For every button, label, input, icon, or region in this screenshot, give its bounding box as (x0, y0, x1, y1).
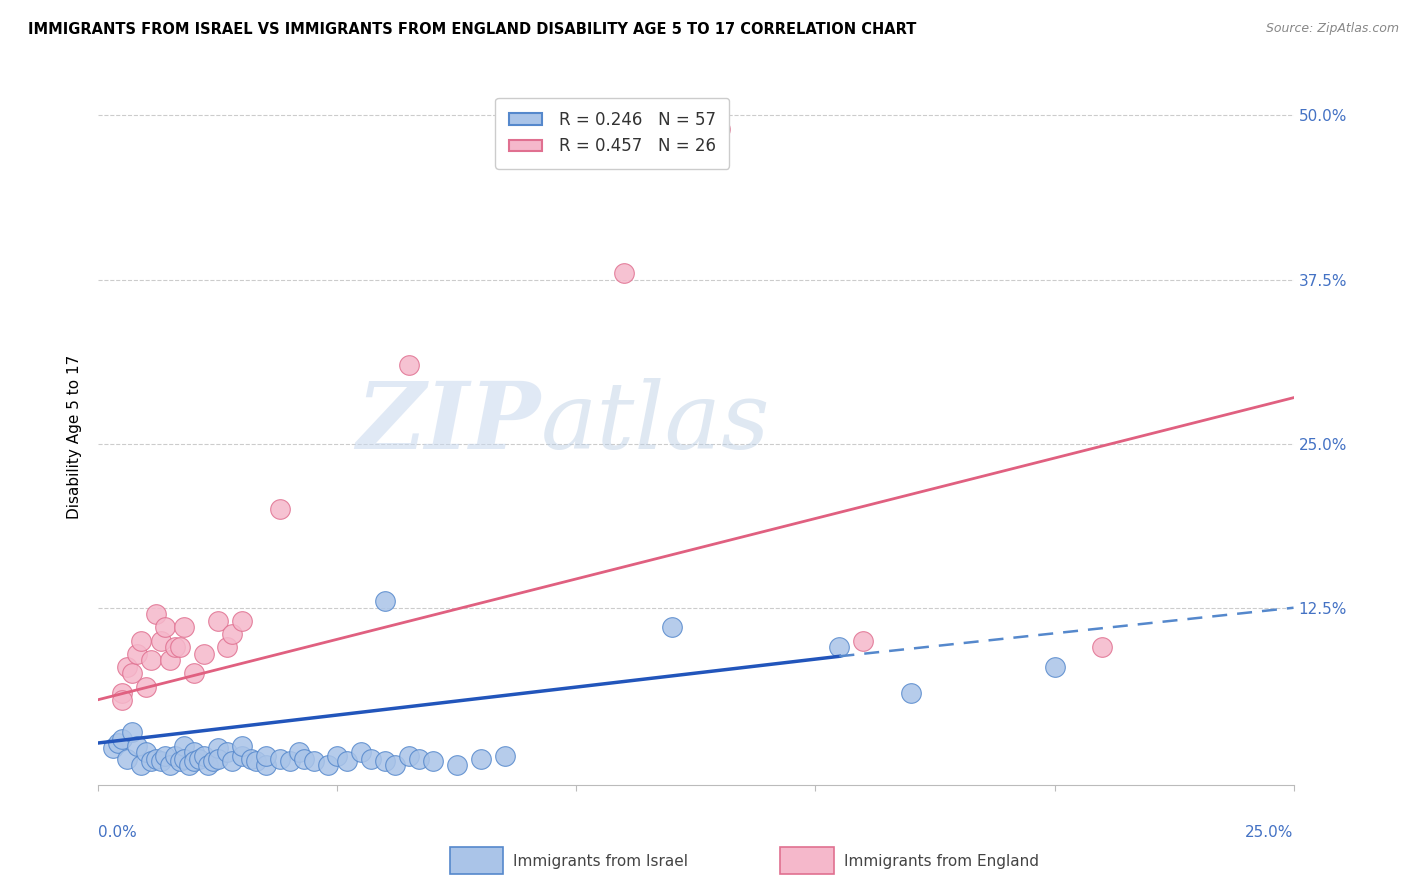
Point (350, 745, 373, 759)
Point (207, 741, 229, 756)
Point (107, 736, 129, 750)
Text: ZIP: ZIP (356, 378, 540, 468)
Point (374, 755, 396, 769)
Point (254, 749, 277, 764)
Point (207, 614, 229, 628)
Legend: R = 0.246   N = 57, R = 0.457   N = 26: R = 0.246 N = 57, R = 0.457 N = 26 (495, 97, 730, 169)
Point (288, 745, 311, 759)
Point (139, 755, 162, 769)
Point (245, 755, 267, 769)
Point (163, 749, 186, 764)
Point (217, 640, 239, 654)
Point (326, 749, 349, 764)
Point (169, 755, 191, 769)
Point (302, 755, 325, 769)
Point (316, 758, 339, 772)
Point (221, 627, 243, 641)
Point (217, 745, 239, 759)
Text: Immigrants from Israel: Immigrants from Israel (513, 855, 688, 869)
Point (240, 752, 263, 766)
Point (135, 680, 157, 694)
Point (398, 749, 420, 764)
Point (149, 755, 172, 769)
Point (187, 752, 209, 766)
Point (269, 502, 291, 516)
Point (121, 666, 143, 681)
Point (269, 752, 291, 766)
Point (139, 653, 162, 667)
Point (374, 594, 396, 608)
Point (384, 758, 406, 772)
Point (336, 755, 359, 769)
Point (183, 755, 205, 769)
Point (163, 640, 186, 654)
Text: 0.0%: 0.0% (98, 825, 138, 840)
Point (149, 633, 172, 648)
Point (111, 731, 134, 746)
Point (111, 692, 134, 706)
Point (709, 121, 731, 136)
Point (155, 620, 177, 634)
Point (131, 758, 153, 772)
Point (494, 749, 516, 764)
Point (145, 752, 167, 766)
Point (292, 752, 315, 766)
Point (159, 653, 181, 667)
Point (398, 358, 420, 372)
Point (101, 741, 124, 756)
Point (278, 755, 301, 769)
Point (125, 647, 148, 661)
Point (183, 745, 205, 759)
Point (193, 749, 215, 764)
Point (231, 614, 253, 628)
Point (173, 752, 195, 766)
Point (254, 758, 277, 772)
Y-axis label: Disability Age 5 to 17: Disability Age 5 to 17 (67, 355, 83, 519)
Point (155, 749, 177, 764)
Point (179, 758, 201, 772)
Point (193, 647, 215, 661)
Point (613, 266, 636, 280)
Point (661, 620, 683, 634)
Point (221, 755, 243, 769)
Point (115, 660, 138, 674)
Text: IMMIGRANTS FROM ISRAEL VS IMMIGRANTS FROM ENGLAND DISABILITY AGE 5 TO 17 CORRELA: IMMIGRANTS FROM ISRAEL VS IMMIGRANTS FRO… (28, 22, 917, 37)
Point (121, 725, 143, 739)
Point (159, 758, 181, 772)
Text: 25.0%: 25.0% (1246, 825, 1294, 840)
Text: Immigrants from England: Immigrants from England (844, 855, 1039, 869)
Text: Source: ZipAtlas.com: Source: ZipAtlas.com (1265, 22, 1399, 36)
Point (1043, 660, 1066, 674)
Point (169, 640, 191, 654)
Point (125, 739, 148, 753)
Point (470, 752, 492, 766)
Point (408, 752, 430, 766)
Point (131, 633, 153, 648)
Point (115, 752, 138, 766)
Point (446, 758, 468, 772)
Point (852, 633, 875, 648)
Point (183, 666, 205, 681)
Point (422, 755, 444, 769)
Point (900, 686, 922, 700)
Point (173, 739, 195, 753)
Point (135, 745, 157, 759)
Point (145, 607, 167, 622)
Point (231, 739, 253, 753)
Point (828, 640, 851, 654)
Point (360, 752, 382, 766)
Point (207, 752, 229, 766)
Point (1091, 640, 1114, 654)
Point (202, 755, 225, 769)
Point (197, 758, 219, 772)
Text: atlas: atlas (540, 378, 770, 468)
Point (231, 749, 253, 764)
Point (111, 686, 134, 700)
Point (173, 620, 195, 634)
